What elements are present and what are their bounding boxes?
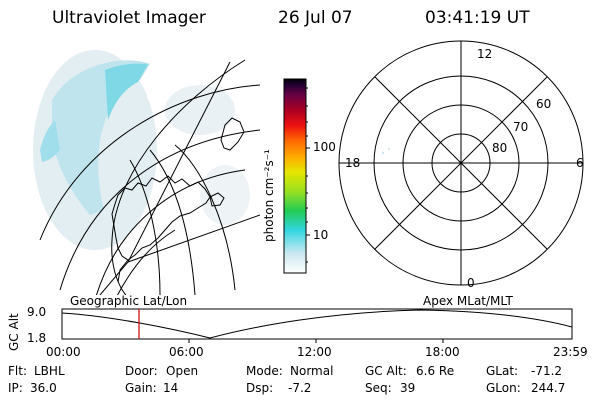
- instrument-title: Ultraviolet Imager: [52, 8, 206, 28]
- door-key: Door:: [125, 364, 158, 378]
- gc-alt-key: GC Alt:: [365, 364, 407, 378]
- mlt-label-0: 0: [467, 276, 475, 290]
- x-tick-2359: 23:59: [553, 345, 588, 359]
- lat-label-80: 80: [492, 141, 508, 155]
- filter-key: Flt:: [8, 364, 27, 378]
- glat-key: GLat:: [486, 364, 519, 378]
- mlt-label-18: 18: [345, 156, 361, 170]
- colorbar: [283, 78, 307, 274]
- gain-key: Gain:: [125, 381, 157, 395]
- glon-key: GLon:: [486, 381, 521, 395]
- glat-value: -71.2: [531, 364, 563, 378]
- colorbar-tick-10: 10: [313, 228, 329, 242]
- lat-label-70: 70: [513, 120, 529, 134]
- x-tick-1200: 12:00: [297, 345, 332, 359]
- geographic-coords-label: Geographic Lat/Lon: [70, 294, 188, 308]
- dsp-key: Dsp:: [246, 381, 274, 395]
- gc-alt-value: 6.6 Re: [416, 364, 455, 378]
- y-tick-1-8: 1.8: [27, 331, 47, 345]
- mode-value: Normal: [290, 364, 334, 378]
- dsp-value: -7.2: [288, 381, 312, 395]
- colorbar-tick-100: 100: [313, 140, 336, 154]
- x-tick-0600: 06:00: [169, 345, 204, 359]
- ip-key: IP:: [8, 381, 23, 395]
- door-value: Open: [166, 364, 199, 378]
- mlt-label-12: 12: [477, 47, 493, 61]
- date-label: 26 Jul 07: [278, 8, 353, 28]
- colorbar-unit-label: photon cm⁻²s⁻¹: [262, 149, 276, 242]
- seq-key: Seq:: [365, 381, 392, 395]
- gain-value: 14: [163, 381, 179, 395]
- ip-value: 36.0: [30, 381, 57, 395]
- x-tick-1800: 18:00: [425, 345, 460, 359]
- mlt-label-6: 6: [576, 156, 584, 170]
- glon-value: 244.7: [531, 381, 566, 395]
- colorbar-minor-ticks: [306, 87, 308, 263]
- filter-value: LBHL: [34, 364, 65, 378]
- seq-value: 39: [400, 381, 416, 395]
- altitude-timeline: [61, 308, 573, 343]
- time-label: 03:41:19 UT: [425, 8, 530, 28]
- aurora-haze: [33, 50, 250, 250]
- apex-coords-label: Apex MLat/MLT: [423, 294, 513, 308]
- x-tick-0000: 00:00: [46, 345, 81, 359]
- geographic-map: [33, 50, 260, 295]
- polar-plot: [338, 40, 584, 286]
- gc-alt-axis-label: GC Alt: [7, 313, 21, 351]
- mode-key: Mode:: [246, 364, 283, 378]
- y-tick-9: 9.0: [27, 305, 47, 319]
- lat-label-60: 60: [536, 97, 552, 111]
